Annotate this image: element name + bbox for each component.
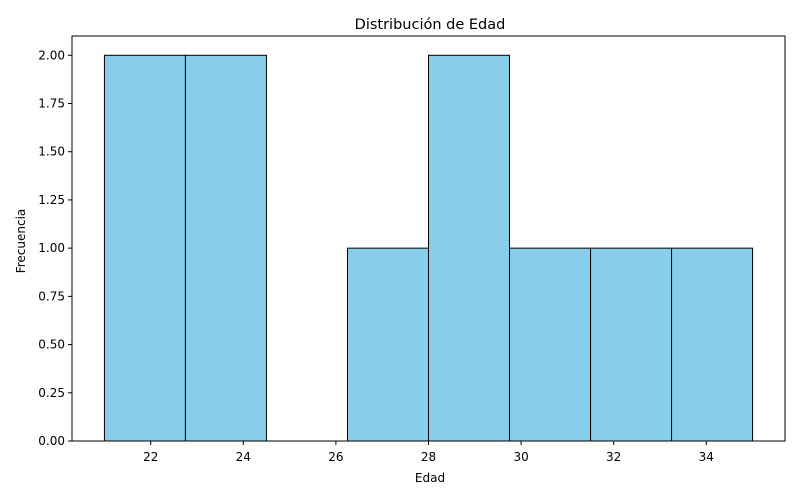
x-tick-label: 32 — [606, 450, 621, 464]
histogram-bar — [509, 247, 592, 442]
histogram-bar — [590, 247, 673, 442]
histogram-bar — [671, 247, 754, 442]
y-tick-label: 1.25 — [38, 193, 65, 207]
y-tick-label: 0.25 — [38, 386, 65, 400]
y-axis-label: Frecuencia — [14, 209, 28, 274]
x-tick-label: 34 — [699, 450, 714, 464]
y-tick-label: 0.75 — [38, 289, 65, 303]
x-axis-label: Edad — [415, 471, 445, 485]
histogram-bar — [103, 54, 186, 442]
y-axis-ticks: 0.00 0.25 0.50 0.75 1.00 1.25 1.50 1.75 2.00 — [38, 48, 72, 448]
y-tick-label: 1.00 — [38, 241, 65, 255]
histogram-bar — [184, 54, 267, 442]
histogram-bar — [346, 247, 429, 442]
x-tick-label: 26 — [328, 450, 343, 464]
x-tick-label: 28 — [421, 450, 436, 464]
y-tick-label: 2.00 — [38, 48, 65, 62]
x-tick-label: 22 — [143, 450, 158, 464]
y-tick-label: 1.50 — [38, 145, 65, 159]
y-tick-label: 0.00 — [38, 434, 65, 448]
chart-title: Distribución de Edad — [355, 17, 506, 33]
histogram-bar — [428, 54, 511, 442]
x-tick-label: 30 — [513, 450, 528, 464]
y-tick-label: 1.75 — [38, 97, 65, 111]
bars-group — [103, 54, 754, 442]
x-tick-label: 24 — [236, 450, 251, 464]
y-tick-label: 0.50 — [38, 338, 65, 352]
x-axis-ticks: 22 24 26 28 30 32 34 — [143, 441, 714, 464]
